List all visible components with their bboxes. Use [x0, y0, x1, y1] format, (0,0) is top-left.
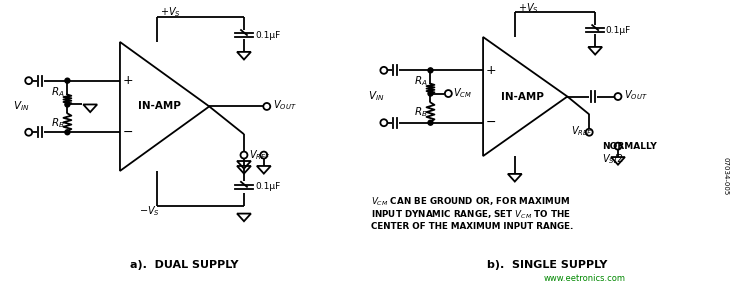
Text: www.eetronics.com: www.eetronics.com: [543, 274, 625, 283]
Circle shape: [428, 120, 433, 125]
Text: INPUT DYNAMIC RANGE, SET $V_{CM}$ TO THE: INPUT DYNAMIC RANGE, SET $V_{CM}$ TO THE: [371, 209, 571, 221]
Text: $V_{CM}$ CAN BE GROUND OR, FOR MAXIMUM: $V_{CM}$ CAN BE GROUND OR, FOR MAXIMUM: [371, 196, 570, 208]
Text: $V_{REF}$: $V_{REF}$: [249, 148, 271, 162]
Text: $R_A$: $R_A$: [51, 85, 64, 99]
Text: $-V_S$: $-V_S$: [139, 204, 160, 218]
Text: $R_A$: $R_A$: [414, 75, 427, 88]
Text: b).  SINGLE SUPPLY: b). SINGLE SUPPLY: [488, 260, 608, 270]
Text: IN-AMP: IN-AMP: [138, 101, 181, 111]
Circle shape: [65, 130, 70, 135]
Text: $R_B$: $R_B$: [51, 116, 64, 130]
Text: $V_{CM}$: $V_{CM}$: [453, 87, 472, 100]
Text: a).  DUAL SUPPLY: a). DUAL SUPPLY: [130, 260, 239, 270]
Text: $V_{OUT}$: $V_{OUT}$: [273, 98, 296, 112]
Text: $V_{REF}$: $V_{REF}$: [572, 124, 593, 138]
Text: $V_{OUT}$: $V_{OUT}$: [624, 89, 648, 102]
Text: $V_{IN}$: $V_{IN}$: [13, 100, 29, 113]
Text: IN-AMP: IN-AMP: [501, 92, 544, 102]
Text: $R_B$: $R_B$: [414, 106, 427, 119]
Text: 0.1μF: 0.1μF: [255, 182, 280, 191]
Text: −: −: [486, 116, 496, 129]
Text: $V_{IN}$: $V_{IN}$: [367, 90, 384, 103]
Text: 0.1μF: 0.1μF: [605, 26, 630, 34]
Text: 0.1μF: 0.1μF: [255, 30, 280, 40]
Circle shape: [428, 91, 433, 96]
Text: +: +: [486, 64, 496, 77]
Text: $V_S/2$: $V_S/2$: [602, 152, 624, 166]
Text: CENTER OF THE MAXIMUM INPUT RANGE.: CENTER OF THE MAXIMUM INPUT RANGE.: [371, 222, 573, 230]
Circle shape: [428, 68, 433, 73]
Text: +: +: [122, 74, 133, 87]
Text: NORMALLY: NORMALLY: [602, 141, 657, 151]
Text: $+V_S$: $+V_S$: [518, 1, 539, 15]
Circle shape: [65, 102, 70, 107]
Text: −: −: [123, 126, 133, 139]
Text: 07034-005: 07034-005: [722, 157, 728, 195]
Text: $+V_S$: $+V_S$: [160, 5, 181, 19]
Circle shape: [65, 78, 70, 83]
